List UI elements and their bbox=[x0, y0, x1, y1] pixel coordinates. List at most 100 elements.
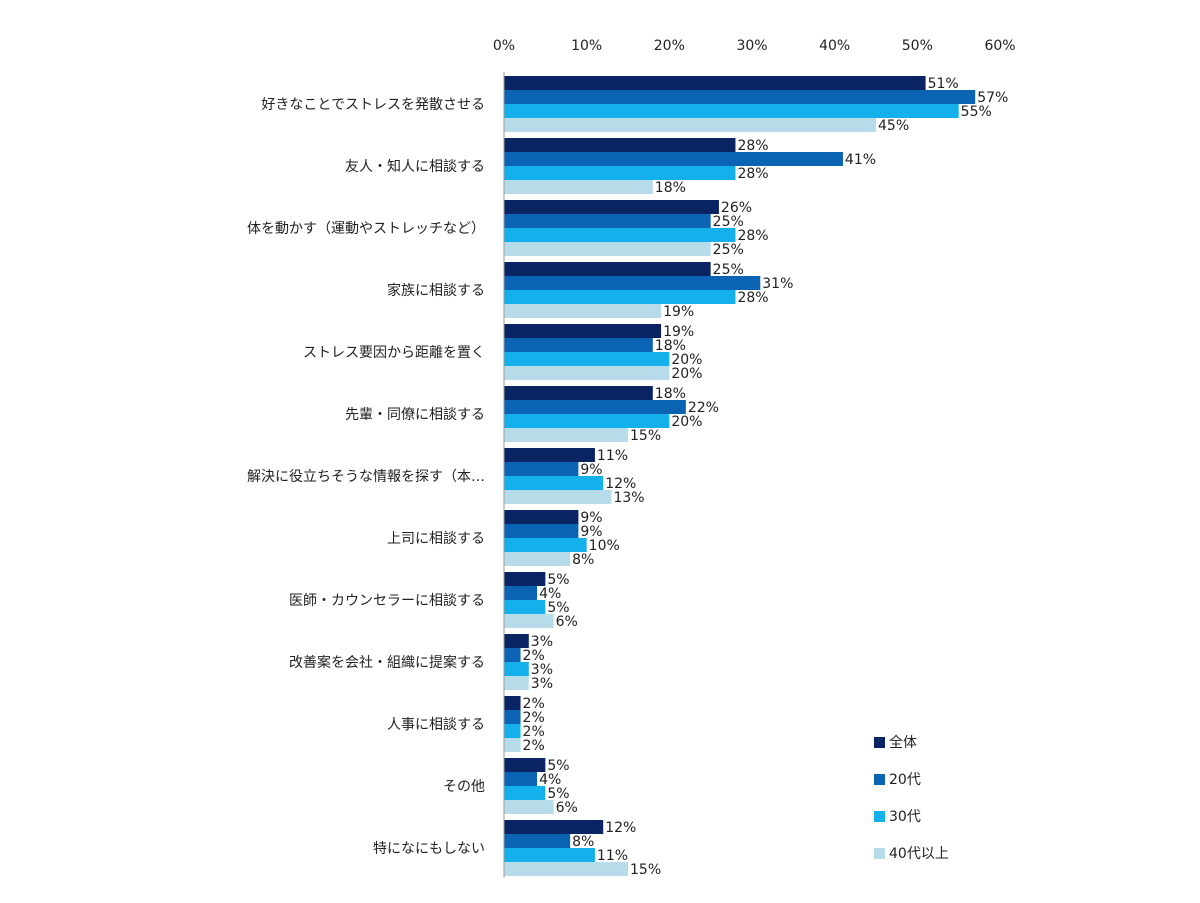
bar bbox=[504, 428, 628, 442]
data-label: 12% bbox=[605, 820, 636, 836]
bar bbox=[504, 200, 719, 214]
data-label: 10% bbox=[589, 538, 620, 554]
legend-label: 30代 bbox=[889, 809, 921, 825]
data-label: 19% bbox=[663, 304, 694, 320]
data-label: 5% bbox=[547, 600, 569, 616]
bar bbox=[504, 276, 761, 290]
data-label: 25% bbox=[713, 214, 744, 230]
legend-swatch bbox=[874, 811, 885, 822]
bar bbox=[504, 600, 546, 614]
bar bbox=[504, 586, 538, 600]
category-label: ストレス要因から距離を置く bbox=[303, 344, 485, 361]
bar bbox=[504, 462, 579, 476]
data-label: 5% bbox=[547, 758, 569, 774]
data-label: 11% bbox=[597, 448, 628, 464]
legend: 全体 20代 30代 40代以上 bbox=[874, 734, 949, 862]
data-label: 15% bbox=[630, 428, 661, 444]
data-label: 3% bbox=[531, 662, 553, 678]
data-label: 18% bbox=[655, 338, 686, 354]
data-label: 26% bbox=[721, 200, 752, 216]
legend-label: 全体 bbox=[889, 734, 917, 751]
legend-label: 40代以上 bbox=[889, 846, 949, 862]
data-label: 2% bbox=[523, 696, 545, 712]
data-label: 2% bbox=[523, 738, 545, 754]
bar bbox=[504, 166, 736, 180]
bar bbox=[504, 476, 604, 490]
category-label: 家族に相談する bbox=[387, 282, 485, 299]
bar bbox=[504, 152, 843, 166]
bar bbox=[504, 228, 736, 242]
data-label: 18% bbox=[655, 180, 686, 196]
bar bbox=[504, 572, 546, 586]
x-tick-label: 50% bbox=[902, 38, 933, 54]
bar bbox=[504, 552, 571, 566]
bar bbox=[504, 848, 595, 862]
category-label: 人事に相談する bbox=[387, 717, 485, 733]
legend-swatch bbox=[874, 737, 885, 748]
data-label: 2% bbox=[523, 724, 545, 740]
data-label: 3% bbox=[531, 634, 553, 650]
category-label: 上司に相談する bbox=[387, 531, 485, 547]
x-axis-tick-labels: 0% 10% 20% 30% 40% 50% 60% bbox=[493, 38, 1016, 54]
data-label: 19% bbox=[663, 324, 694, 340]
bar bbox=[504, 352, 670, 366]
bar bbox=[504, 242, 711, 256]
category-label: 体を動かす（運動やストレッチなど） bbox=[247, 221, 485, 237]
bar bbox=[504, 90, 976, 104]
bar bbox=[504, 834, 571, 848]
data-labels: 51%57%55%45%28%41%28%18%26%25%28%25%25%3… bbox=[523, 76, 1009, 878]
data-label: 28% bbox=[737, 290, 768, 306]
data-label: 2% bbox=[523, 710, 545, 726]
data-label: 25% bbox=[713, 242, 744, 258]
category-label: 先輩・同僚に相談する bbox=[345, 407, 485, 423]
bar bbox=[504, 180, 653, 194]
x-tick-label: 20% bbox=[654, 38, 685, 54]
data-label: 8% bbox=[572, 552, 594, 568]
bar bbox=[504, 104, 959, 118]
category-label: 解決に役立ちそうな情報を探す（本… bbox=[247, 469, 485, 485]
category-label: 好きなことでストレスを発散させる bbox=[261, 97, 485, 113]
data-label: 5% bbox=[547, 572, 569, 588]
bar bbox=[504, 324, 662, 338]
bar bbox=[504, 662, 529, 676]
bar bbox=[504, 724, 521, 738]
data-label: 20% bbox=[671, 366, 702, 382]
bar bbox=[504, 386, 653, 400]
data-label: 4% bbox=[539, 772, 561, 788]
bar bbox=[504, 772, 538, 786]
data-label: 28% bbox=[737, 166, 768, 182]
bar bbox=[504, 862, 628, 876]
bar bbox=[504, 676, 529, 690]
legend-swatch bbox=[874, 848, 885, 859]
x-tick-label: 40% bbox=[819, 38, 850, 54]
data-label: 9% bbox=[580, 510, 602, 526]
data-label: 11% bbox=[597, 848, 628, 864]
data-label: 15% bbox=[630, 862, 661, 878]
data-label: 2% bbox=[523, 648, 545, 664]
data-label: 22% bbox=[688, 400, 719, 416]
category-label: 友人・知人に相談する bbox=[345, 158, 485, 175]
data-label: 12% bbox=[605, 476, 636, 492]
bar bbox=[504, 118, 876, 132]
category-label: 改善案を会社・組織に提案する bbox=[289, 654, 485, 671]
x-tick-label: 60% bbox=[984, 38, 1015, 54]
bar bbox=[504, 786, 546, 800]
bar bbox=[504, 738, 521, 752]
legend-label: 20代 bbox=[889, 772, 921, 788]
bar bbox=[504, 304, 662, 318]
data-label: 5% bbox=[547, 786, 569, 802]
data-label: 55% bbox=[961, 104, 992, 120]
data-label: 9% bbox=[580, 524, 602, 540]
data-label: 20% bbox=[671, 352, 702, 368]
bar bbox=[504, 490, 612, 504]
data-label: 41% bbox=[845, 152, 876, 168]
bar bbox=[504, 214, 711, 228]
bar bbox=[504, 800, 554, 814]
bar bbox=[504, 820, 604, 834]
bar bbox=[504, 696, 521, 710]
bars bbox=[504, 76, 976, 876]
data-label: 8% bbox=[572, 834, 594, 850]
data-label: 3% bbox=[531, 676, 553, 692]
bar bbox=[504, 710, 521, 724]
